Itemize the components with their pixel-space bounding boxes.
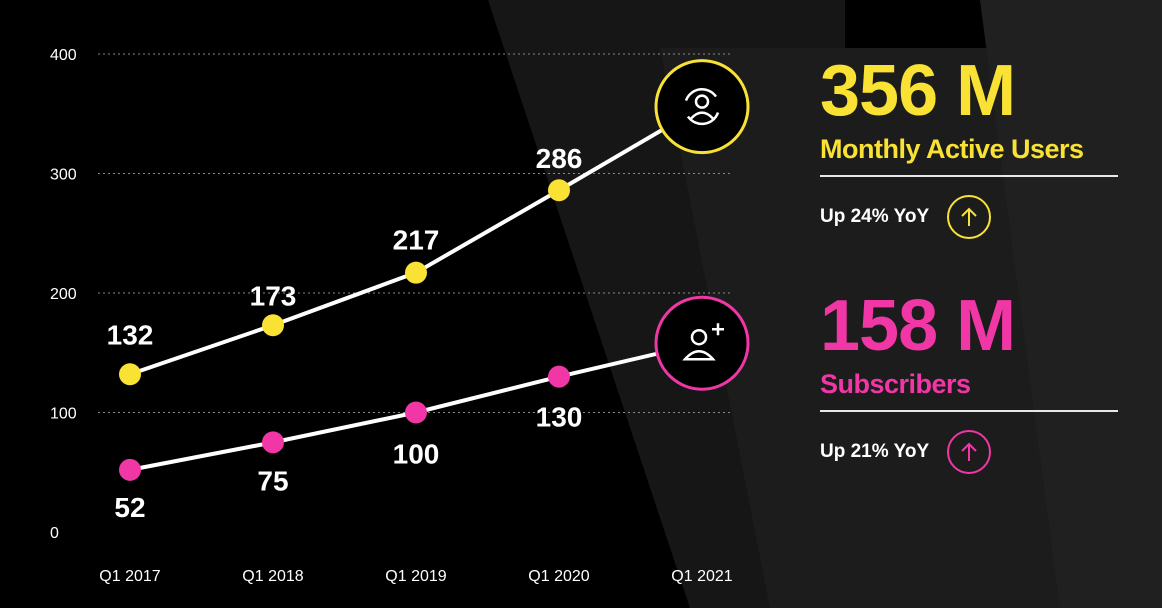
x-tick-label: Q1 2018 <box>242 568 303 585</box>
user-head <box>694 94 710 109</box>
users-divider <box>820 174 1118 177</box>
sync-arc-top <box>684 88 718 102</box>
arrow-up-icon <box>947 194 992 239</box>
users-stat-block: 356 M Monthly Active Users Up 24% YoY <box>820 55 1120 239</box>
subscribers-stat-block: 158 M Subscribers Up 21% YoY <box>820 290 1120 474</box>
x-tick-label: Q1 2020 <box>528 568 589 585</box>
subscribers-data-point <box>119 458 141 481</box>
y-tick-label: 200 <box>50 286 77 303</box>
subscribers-data-point <box>262 431 284 454</box>
user-body <box>682 349 716 361</box>
arrow-up-icon <box>947 429 992 474</box>
subscribers-data-point <box>405 401 427 424</box>
y-tick-label: 300 <box>50 167 77 184</box>
subscribers-metric-label: Subscribers <box>820 369 971 399</box>
users-yoy-row: Up 24% YoY <box>820 194 1120 239</box>
user-sync-icon <box>654 59 750 155</box>
y-tick-label: 400 <box>50 47 77 64</box>
plus-sign <box>712 323 724 336</box>
x-tick-label: Q1 2021 <box>671 568 732 585</box>
x-tick-label: Q1 2019 <box>385 568 446 585</box>
subscribers-data-label: 130 <box>536 402 583 433</box>
users-data-label: 132 <box>107 319 154 350</box>
users-yoy-text: Up 24% YoY <box>820 205 930 227</box>
users-data-point <box>119 363 141 386</box>
users-data-label: 217 <box>393 225 440 256</box>
users-big-number: 356 M <box>820 51 1016 131</box>
users-metric-label: Monthly Active Users <box>820 134 1084 164</box>
sync-arc-bottom <box>686 112 720 126</box>
y-tick-label: 100 <box>50 406 77 423</box>
subscribers-yoy-text: Up 21% YoY <box>820 440 930 462</box>
subscribers-divider <box>820 409 1118 412</box>
subscribers-data-label: 100 <box>393 439 440 470</box>
series-layer: 132 173 217 286 52 75 100 130 <box>107 59 750 523</box>
users-data-label: 286 <box>536 143 583 174</box>
users-data-point <box>405 261 427 284</box>
background-shapes <box>488 0 1162 608</box>
subscribers-data-point <box>548 365 570 388</box>
add-user-icon <box>654 295 750 391</box>
users-data-point <box>262 314 284 337</box>
subscribers-yoy-row: Up 21% YoY <box>820 429 1120 474</box>
users-data-point <box>548 179 570 202</box>
subscribers-data-label: 75 <box>257 465 288 496</box>
user-head <box>690 328 708 346</box>
users-data-label: 173 <box>250 280 297 311</box>
y-axis-ticks: 0 100 200 300 400 <box>50 47 77 542</box>
x-axis-ticks: Q1 2017 Q1 2018 Q1 2019 Q1 2020 Q1 2021 <box>99 568 732 585</box>
user-body <box>690 111 714 120</box>
subscribers-data-label: 52 <box>114 492 145 523</box>
x-tick-label: Q1 2017 <box>99 568 160 585</box>
subscribers-big-number: 158 M <box>820 286 1016 366</box>
y-tick-label: 0 <box>50 525 59 542</box>
